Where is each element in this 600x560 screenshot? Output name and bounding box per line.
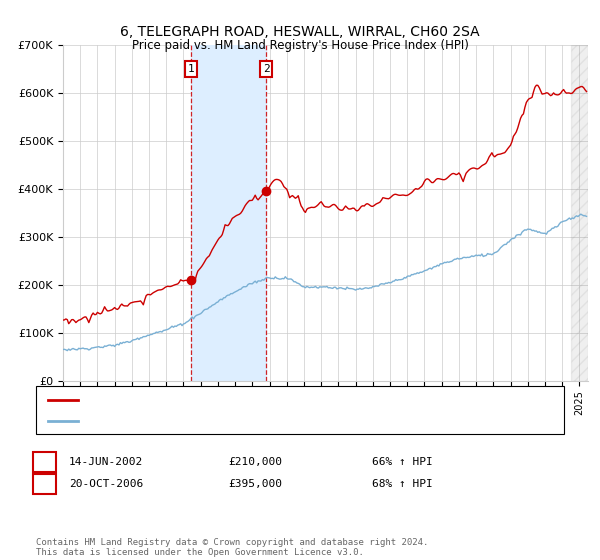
Text: 6, TELEGRAPH ROAD, HESWALL, WIRRAL, CH60 2SA (detached house): 6, TELEGRAPH ROAD, HESWALL, WIRRAL, CH60… bbox=[84, 395, 448, 405]
Text: 66% ↑ HPI: 66% ↑ HPI bbox=[372, 457, 433, 467]
Text: HPI: Average price, detached house, Wirral: HPI: Average price, detached house, Wirr… bbox=[84, 416, 308, 426]
Text: 68% ↑ HPI: 68% ↑ HPI bbox=[372, 479, 433, 489]
Bar bbox=[571, 45, 588, 381]
Text: 20-OCT-2006: 20-OCT-2006 bbox=[69, 479, 143, 489]
Text: 2: 2 bbox=[41, 479, 48, 489]
Text: 2: 2 bbox=[263, 64, 269, 74]
Text: £210,000: £210,000 bbox=[228, 457, 282, 467]
Text: £395,000: £395,000 bbox=[228, 479, 282, 489]
Text: 1: 1 bbox=[41, 457, 48, 467]
Bar bbox=[191, 45, 266, 381]
Text: Price paid vs. HM Land Registry's House Price Index (HPI): Price paid vs. HM Land Registry's House … bbox=[131, 39, 469, 52]
Text: 14-JUN-2002: 14-JUN-2002 bbox=[69, 457, 143, 467]
Text: 1: 1 bbox=[188, 64, 194, 74]
Text: 6, TELEGRAPH ROAD, HESWALL, WIRRAL, CH60 2SA: 6, TELEGRAPH ROAD, HESWALL, WIRRAL, CH60… bbox=[120, 25, 480, 39]
Text: Contains HM Land Registry data © Crown copyright and database right 2024.
This d: Contains HM Land Registry data © Crown c… bbox=[36, 538, 428, 557]
